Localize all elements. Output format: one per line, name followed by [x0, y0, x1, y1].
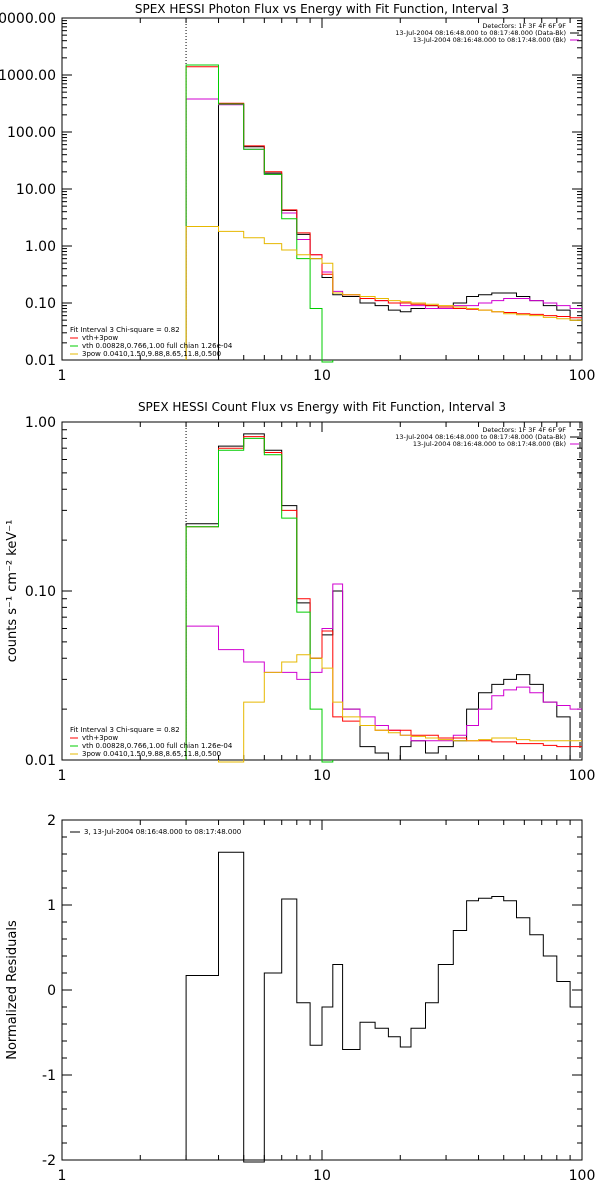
panel1-header-line: 13-Jul-2004 08:16:48.000 to 08:17:48.000…	[413, 36, 566, 44]
panel3-frame	[61, 819, 583, 1161]
panel1-ytick-label: 10.00	[16, 182, 56, 198]
panel2-series-0	[185, 433, 582, 761]
panel1-header-line: 13-Jul-2004 08:16:48.000 to 08:17:48.000…	[395, 29, 566, 37]
panel2-ytick-label: 0.10	[25, 584, 56, 600]
panel1-legend-entry: vth+3pow	[82, 334, 118, 342]
panel2-header-line: Detectors: 1F 3F 4F 6F 9F	[482, 426, 566, 434]
panel1-ytick-label: 0.01	[25, 353, 56, 369]
panel2-ylabel: counts s⁻¹ cm⁻² keV⁻¹	[5, 520, 20, 663]
panel2-xtick-label: 100	[569, 768, 596, 784]
panel1-ytick-label: 1000.00	[0, 68, 56, 84]
panel3-xtick-label: 100	[569, 1168, 596, 1184]
panel2-legend-entry: vth 0.00828,0.766,1.00 full chian 1.26e-…	[82, 742, 233, 750]
panel3-xtick-label: 1	[58, 1168, 67, 1184]
panel2-header-line: 13-Jul-2004 08:16:48.000 to 08:17:48.000…	[413, 440, 566, 448]
panel1-header-line: Detectors: 1F 3F 4F 6F 9F	[482, 22, 566, 30]
panel1-series-4	[185, 226, 582, 360]
panel1-legend-entry: 3pow 0.0410,1.50,9.88,8.65,11.8,0.500	[82, 350, 221, 358]
panel1-ytick-label: 100.00	[7, 125, 56, 141]
panel1-series-2	[185, 66, 582, 360]
panel1-ytick-label: 0.10	[25, 296, 56, 312]
panel3-ytick-label: 2	[47, 813, 56, 829]
panel1-legend-title: Fit Interval 3 Chi-square = 0.82	[70, 326, 180, 334]
panel1-xtick-label: 1	[58, 368, 67, 384]
panel2-legend-entry: 3pow 0.0410,1.50,9.88,8.65,11.8,0.500	[82, 750, 221, 758]
panel3-legend-entry: 3, 13-Jul-2004 08:16:48.000 to 08:17:48.…	[84, 828, 241, 836]
panel1-title: SPEX HESSI Photon Flux vs Energy with Fi…	[135, 2, 509, 16]
panel3-series-0	[185, 851, 582, 1163]
panel1-ytick-label: 0000.00	[0, 11, 56, 27]
panel1-series-3	[185, 64, 334, 363]
panel3-ytick-label: -1	[42, 1068, 56, 1084]
panel2-title: SPEX HESSI Count Flux vs Energy with Fit…	[138, 400, 506, 414]
panel1-xtick-label: 10	[313, 368, 331, 384]
panel1-xtick-label: 100	[569, 368, 596, 384]
panel2-legend-entry: vth+3pow	[82, 734, 118, 742]
panel2-legend-title: Fit Interval 3 Chi-square = 0.82	[70, 726, 180, 734]
panel2-series-2	[185, 436, 582, 760]
panel2-xtick-label: 1	[58, 768, 67, 784]
panel3-ytick-label: -2	[42, 1153, 56, 1169]
panel3-xtick-label: 10	[313, 1168, 331, 1184]
panel1-ytick-label: 1.00	[25, 239, 56, 255]
panel3-ytick-label: 1	[47, 898, 56, 914]
panel2-series-1	[185, 583, 582, 760]
panel1-legend-entry: vth 0.00828,0.766,1.00 full chian 1.26e-…	[82, 342, 233, 350]
panel2-ytick-label: 1.00	[25, 415, 56, 431]
panel2-xtick-label: 10	[313, 768, 331, 784]
panel2-header-line: 13-Jul-2004 08:16:48.000 to 08:17:48.000…	[395, 433, 566, 441]
panel2-ytick-label: 0.01	[25, 753, 56, 769]
panel3-ytick-label: 0	[47, 983, 56, 999]
panel3-ylabel: Normalized Residuals	[5, 920, 20, 1060]
panel2-series-3	[185, 437, 334, 763]
panel2-series-4	[218, 654, 582, 763]
panel1-series-1	[185, 98, 582, 360]
panel1-series-0	[218, 103, 582, 360]
